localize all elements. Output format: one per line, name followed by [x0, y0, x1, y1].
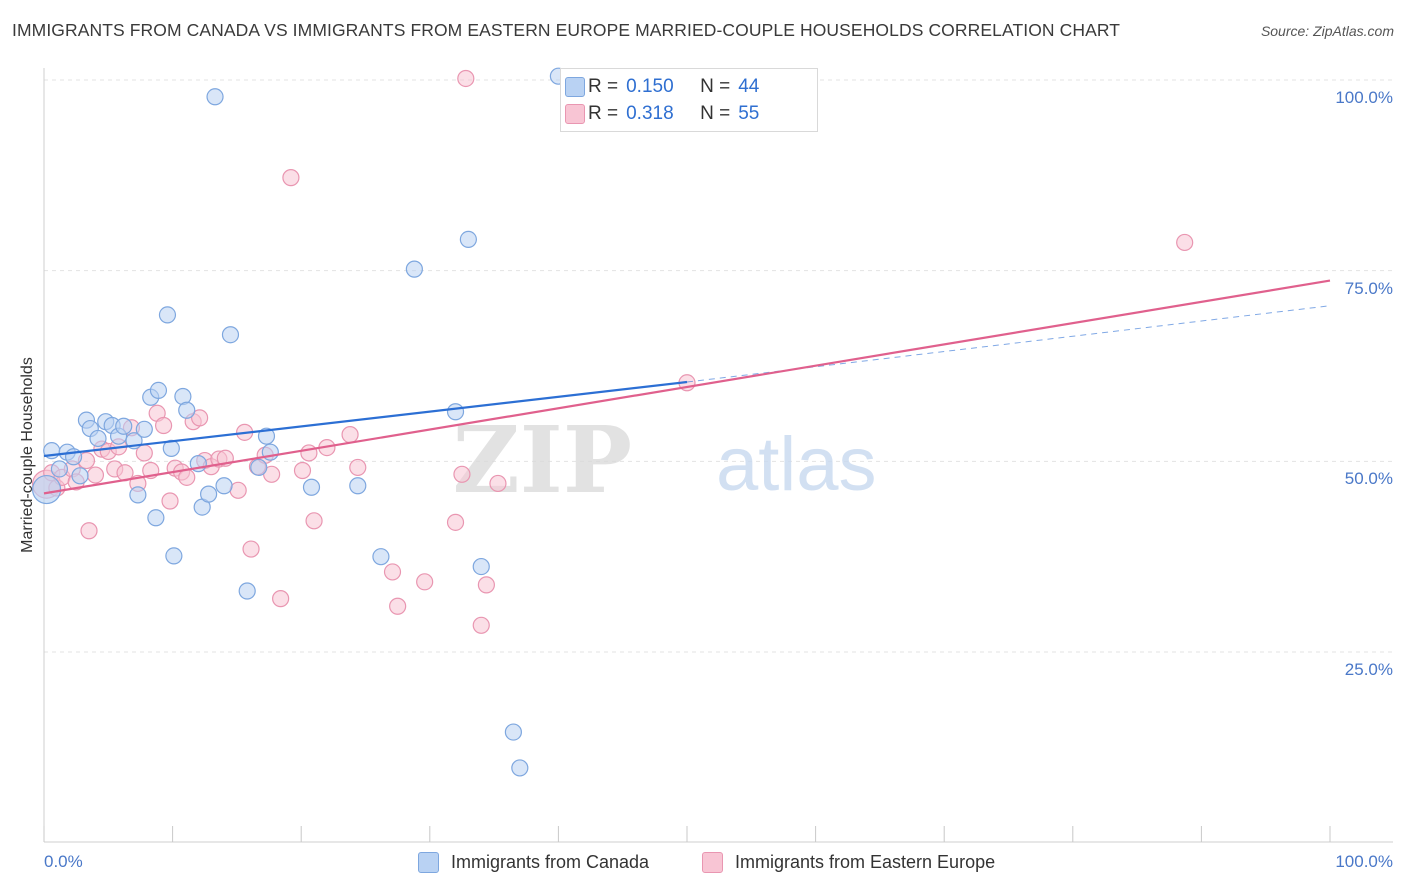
eastern-europe-point: [472, 616, 490, 634]
canada-point: [206, 88, 224, 106]
eastern-europe-point: [383, 563, 402, 581]
canada-point: [147, 509, 165, 527]
eastern-europe-point: [272, 590, 290, 608]
eastern-europe-point: [416, 573, 434, 591]
legend-n-value-eastern-europe: 55: [738, 103, 760, 124]
y-tick-label-75: 75.0%: [1344, 278, 1393, 298]
eastern-europe-point: [282, 169, 300, 187]
y-tick-label-25: 25.0%: [1344, 660, 1393, 679]
canada-point: [135, 420, 153, 438]
canada-point: [257, 427, 276, 445]
trend-lines: [43, 279, 1331, 495]
legend-swatch-canada: [418, 852, 439, 873]
source-label: Source: ZipAtlas.com: [1260, 23, 1394, 39]
watermark-atlas: atlas: [716, 422, 877, 507]
canada-point: [71, 467, 89, 485]
canada-point: [89, 429, 107, 448]
canada-point: [129, 486, 147, 504]
legend-label-canada: Immigrants from Canada: [451, 852, 650, 872]
legend-r-value-canada: 0.150: [626, 76, 674, 97]
canada-point: [200, 485, 218, 503]
canada-point: [149, 381, 168, 400]
eastern-europe-point: [86, 466, 105, 484]
trend-line-canada-extension: [686, 305, 1331, 383]
eastern-europe-point: [154, 416, 173, 435]
legend-r-label: R =: [588, 76, 619, 97]
eastern-europe-point: [341, 426, 359, 444]
eastern-europe-point: [446, 513, 465, 531]
eastern-europe-point: [229, 481, 247, 499]
eastern-europe-point: [242, 540, 260, 558]
eastern-europe-point: [80, 522, 98, 540]
eastern-europe-point: [477, 576, 495, 594]
watermark: ZIP atlas: [453, 406, 877, 514]
canada-point: [221, 326, 240, 344]
legend-swatch-eastern-europe: [702, 852, 723, 873]
y-tick-label-100: 100.0%: [1335, 88, 1393, 107]
canada-point: [372, 548, 390, 566]
trend-line-eastern-europe: [43, 279, 1331, 495]
y-axis-label: Married-couple Households: [19, 357, 36, 553]
legend-n-label: N =: [700, 76, 731, 97]
canada-point: [459, 230, 477, 248]
eastern-europe-point: [457, 69, 475, 88]
chart-title: IMMIGRANTS FROM CANADA VS IMMIGRANTS FRO…: [12, 20, 1121, 40]
legend-swatch-eastern-europe: [565, 104, 585, 124]
legend-n-label: N =: [700, 103, 731, 124]
eastern-europe-point: [1176, 233, 1194, 252]
y-tick-label-50: 50.0%: [1344, 469, 1393, 489]
canada-point: [472, 557, 490, 576]
eastern-europe-point: [293, 461, 312, 480]
legend-row-eastern-europe: R = 0.318 N = 55: [565, 103, 760, 125]
x-tick-label-min: 0.0%: [44, 852, 83, 871]
eastern-europe-point: [389, 597, 407, 615]
canada-point: [302, 478, 321, 496]
x-tick-label-max: 100.0%: [1335, 852, 1393, 871]
correlation-legend: R = 0.150 N = 44 R = 0.318 N = 55: [560, 68, 818, 132]
eastern-europe-point: [453, 465, 471, 483]
legend-n-value-canada: 44: [738, 76, 760, 97]
canada-point: [158, 306, 177, 324]
canada-point: [50, 460, 69, 478]
canada-point: [504, 723, 522, 741]
legend-label-eastern-europe: Immigrants from Eastern Europe: [735, 852, 996, 872]
watermark-zip: ZIP: [453, 406, 632, 514]
eastern-europe-point: [300, 444, 318, 462]
trend-line-canada: [43, 380, 688, 458]
legend-row-canada: R = 0.150 N = 44: [565, 76, 760, 98]
canada-point: [446, 403, 465, 421]
legend-r-label: R =: [588, 103, 619, 124]
eastern-europe-point: [349, 458, 367, 477]
eastern-europe-point: [489, 474, 507, 493]
canada-point: [349, 477, 367, 495]
canada-point: [250, 458, 268, 477]
legend-item-canada: Immigrants from Canada: [418, 852, 649, 873]
canada-point: [238, 582, 256, 600]
legend-swatch-canada: [565, 77, 585, 97]
gridlines: [44, 79, 1393, 653]
canada-point: [511, 759, 529, 777]
data-points: [31, 67, 1194, 777]
eastern-europe-point: [161, 492, 179, 510]
canada-point: [165, 547, 183, 565]
eastern-europe-point: [191, 409, 209, 427]
canada-point: [215, 477, 233, 495]
canada-point: [405, 260, 423, 278]
eastern-europe-point: [305, 512, 323, 530]
canada-point: [115, 417, 133, 435]
canada-point: [178, 401, 196, 419]
legend-r-value-eastern-europe: 0.318: [626, 103, 674, 124]
legend-item-eastern-europe: Immigrants from Eastern Europe: [702, 852, 995, 873]
